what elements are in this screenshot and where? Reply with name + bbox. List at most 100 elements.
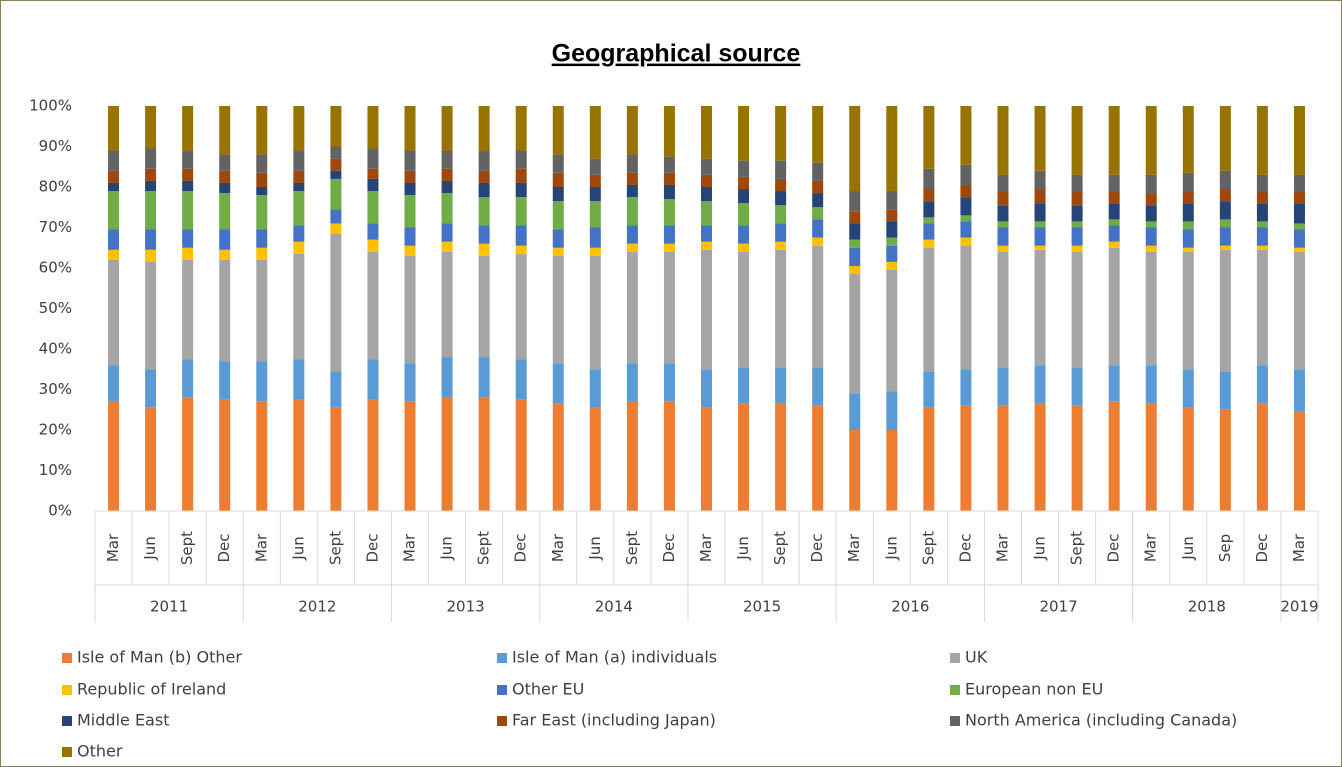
- bar-segment: [589, 227, 601, 248]
- bar-segment: [515, 399, 527, 511]
- legend-swatch: [950, 685, 960, 695]
- bar-segment: [182, 229, 194, 248]
- bar-segment: [589, 201, 601, 228]
- x-tick-label: Mar: [252, 533, 270, 562]
- bar-segment: [219, 182, 231, 194]
- bar-segment: [1219, 245, 1231, 250]
- x-tick-label: Mar: [1142, 533, 1160, 562]
- bar-segment: [701, 407, 712, 511]
- legend-swatch: [497, 716, 507, 726]
- bar-segment: [1108, 401, 1120, 511]
- bar-segment: [997, 367, 1009, 406]
- bar-segment: [367, 191, 379, 224]
- bar-segment: [182, 247, 194, 260]
- legend-label: North America (including Canada): [965, 711, 1237, 730]
- bar-segment: [552, 363, 564, 404]
- bar-segment: [478, 397, 490, 511]
- bar-segment: [960, 215, 972, 222]
- bar-segment: [997, 227, 1009, 246]
- bar-segment: [367, 148, 379, 169]
- bar-segment: [1256, 365, 1268, 404]
- bar-segment: [1293, 191, 1305, 204]
- bar-segment: [812, 193, 824, 208]
- bar-segment: [1071, 174, 1083, 192]
- bar-segment: [478, 357, 490, 398]
- bar-segment: [441, 193, 453, 224]
- x-tick-label: Dec: [808, 533, 826, 562]
- legend-swatch: [62, 653, 72, 663]
- bar-segment: [182, 150, 194, 169]
- bar-segment: [886, 430, 898, 511]
- bar-segment: [849, 274, 861, 394]
- bar-segment: [1034, 106, 1046, 171]
- bar-segment: [1256, 221, 1268, 228]
- bar-segment: [886, 237, 898, 246]
- bar-segment: [923, 407, 935, 511]
- bar-segment: [775, 223, 787, 242]
- bar-segment: [1182, 172, 1194, 192]
- bar-segment: [1182, 229, 1194, 248]
- bar-segment: [441, 241, 453, 252]
- x-tick-label: Sept: [326, 531, 344, 565]
- bar-segment: [1071, 227, 1083, 246]
- bar-segment: [145, 191, 157, 230]
- bar-segment: [515, 359, 527, 400]
- bar-segment: [1256, 245, 1268, 250]
- bar-segment: [293, 253, 305, 360]
- bar-segment: [330, 223, 342, 234]
- x-tick-label: Jun: [1031, 536, 1049, 560]
- legend-label: Other: [77, 742, 123, 761]
- bar-segment: [1145, 245, 1157, 252]
- bar-segment: [182, 168, 194, 181]
- bar-segment: [441, 251, 453, 358]
- bar-segment: [552, 403, 564, 511]
- bar-segment: [108, 150, 120, 171]
- bar-segment: [145, 261, 157, 370]
- bar-segment: [552, 247, 564, 256]
- bar-segment: [219, 259, 231, 362]
- legend-swatch: [950, 653, 960, 663]
- bar-segment: [812, 207, 824, 220]
- bar-segment: [923, 217, 935, 224]
- group-label: 2014: [595, 598, 633, 616]
- bar-segment: [663, 251, 675, 364]
- legend-label: European non EU: [965, 680, 1103, 699]
- bar-segment: [108, 182, 120, 192]
- bar-segment: [256, 154, 268, 173]
- bar-segment: [849, 393, 861, 430]
- bar-segment: [478, 225, 490, 244]
- bar-segment: [1071, 191, 1083, 206]
- bar-segment: [1293, 174, 1305, 192]
- bar-segment: [108, 191, 120, 230]
- bar-segment: [738, 225, 750, 244]
- bar-segment: [256, 247, 268, 260]
- bar-segment: [997, 405, 1009, 511]
- group-label: 2016: [891, 598, 929, 616]
- bar-segment: [1108, 191, 1120, 204]
- x-tick-label: Jun: [1179, 536, 1197, 560]
- bar-segment: [626, 197, 638, 226]
- bar-segment: [886, 191, 898, 210]
- bar-segment: [145, 229, 157, 250]
- bar-segment: [108, 170, 120, 183]
- bar-segment: [997, 221, 1009, 228]
- bar-segment: [849, 223, 861, 240]
- bar-segment: [1182, 191, 1194, 204]
- bar-segment: [626, 243, 638, 252]
- bar-segment: [552, 187, 564, 202]
- x-tick-label: Mar: [401, 533, 419, 562]
- bar-segment: [219, 399, 231, 511]
- bar-segment: [626, 106, 638, 155]
- bar-segment: [1071, 251, 1083, 368]
- legend-label: Isle of Man (a) individuals: [512, 648, 717, 667]
- x-tick-label: Sept: [1068, 531, 1086, 565]
- bar-segment: [886, 245, 898, 262]
- bar-segment: [738, 176, 750, 190]
- bar-segment: [663, 199, 675, 226]
- bar-segment: [738, 367, 750, 404]
- bar-segment: [997, 205, 1009, 222]
- bar-segment: [182, 359, 194, 398]
- bar-segment: [923, 223, 935, 240]
- bar-segment: [441, 357, 453, 398]
